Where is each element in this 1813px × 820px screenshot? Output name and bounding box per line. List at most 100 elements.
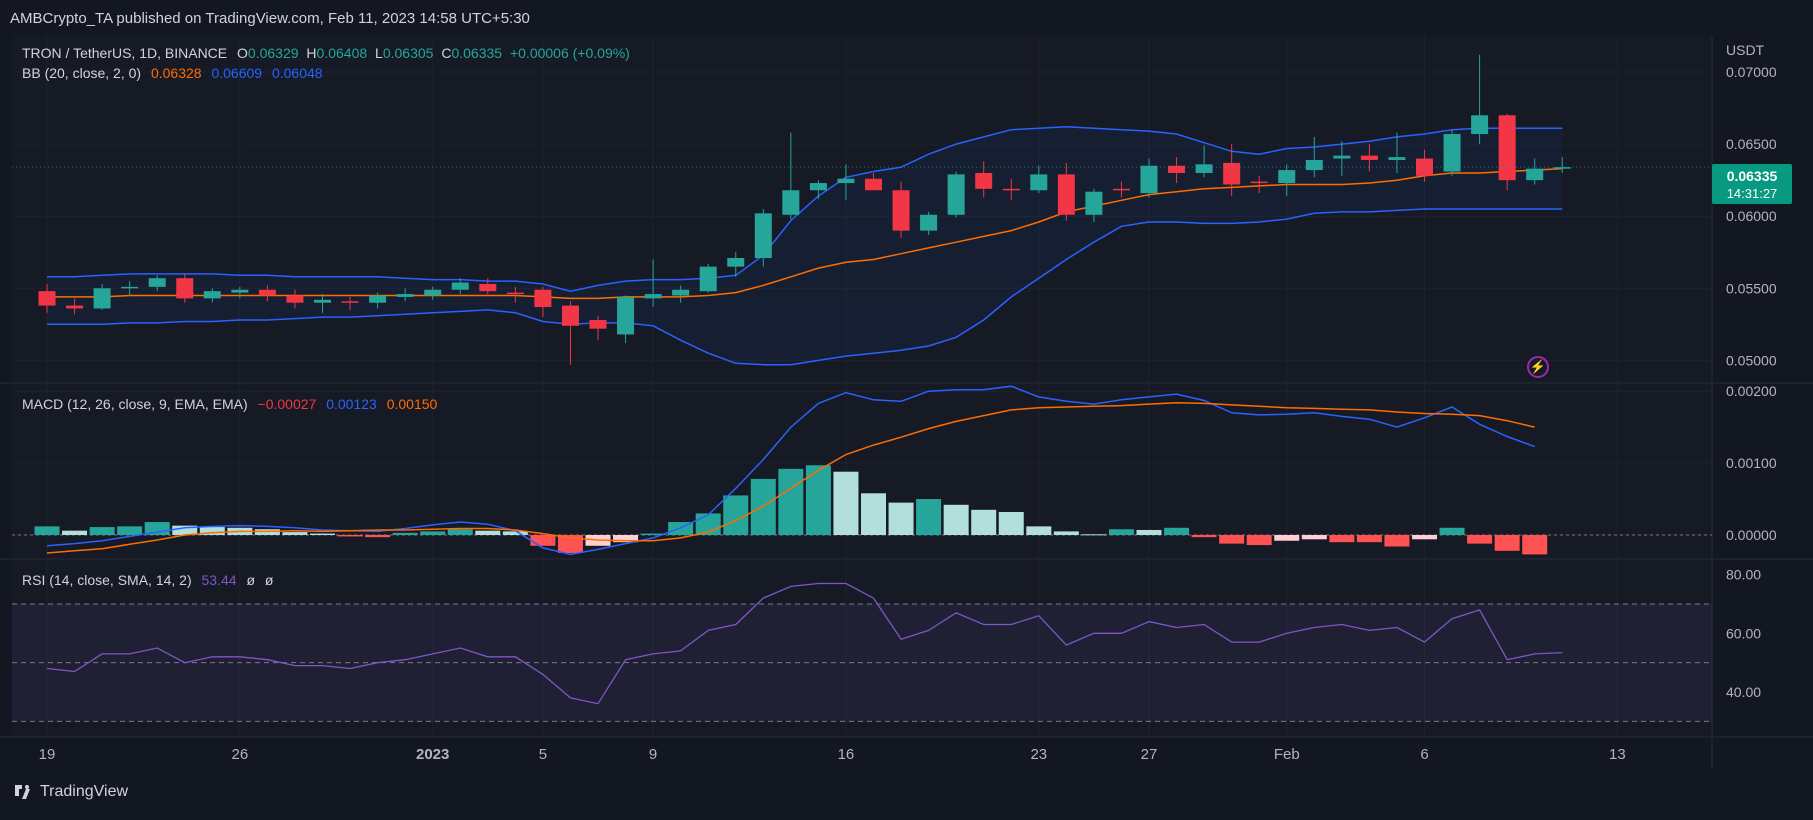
candle-body xyxy=(1195,164,1213,173)
rsi-line xyxy=(46,582,1563,705)
x-tick-label: 9 xyxy=(649,746,657,763)
macd-histogram-bar xyxy=(62,530,88,535)
lightning-icon[interactable]: ⚡ xyxy=(1527,356,1549,378)
macd-tick-label: 0.00200 xyxy=(1726,383,1777,399)
rsi-label: RSI (14, close, SMA, 14, 2) xyxy=(22,572,192,588)
candle-body xyxy=(93,288,111,309)
price-tick-label: 0.06000 xyxy=(1726,208,1777,224)
macd-histogram-bar xyxy=(337,534,363,537)
macd-histogram-bar xyxy=(888,502,914,535)
macd-legend[interactable]: MACD (12, 26, close, 9, EMA, EMA) −0.000… xyxy=(22,396,443,412)
macd-histogram-bar xyxy=(1053,531,1079,535)
candle-body xyxy=(1112,188,1130,191)
candle-body xyxy=(148,278,166,287)
candle-body xyxy=(699,266,717,292)
candle-body xyxy=(920,214,938,231)
candle-body xyxy=(617,296,635,335)
tradingview-footer[interactable]: TradingView xyxy=(12,783,128,801)
macd-histogram-bar xyxy=(778,468,804,535)
macd-histogram-bar xyxy=(805,465,831,535)
candle-body xyxy=(369,295,387,303)
macd-histogram-bar xyxy=(1301,534,1327,540)
macd-histogram-bar xyxy=(943,504,969,535)
macd-histogram-bar xyxy=(89,527,115,535)
price-tick-label: 0.05500 xyxy=(1726,280,1777,296)
rsi-tick-label: 60.00 xyxy=(1726,625,1761,641)
macd-histogram-bar xyxy=(1494,534,1520,551)
bb-upper-line xyxy=(47,126,1563,292)
candle-body xyxy=(782,190,800,215)
macd-histogram-bar xyxy=(365,534,391,538)
candle-body xyxy=(837,178,855,184)
macd-histogram-bar xyxy=(447,529,473,535)
macd-histogram-bar xyxy=(1108,529,1134,535)
macd-histogram-bar xyxy=(833,471,859,535)
symbol-name[interactable]: TRON / TetherUS, 1D, BINANCE xyxy=(22,45,228,61)
x-tick-label: 5 xyxy=(539,746,547,763)
candle-body xyxy=(865,178,882,191)
macd-histogram-bar xyxy=(998,511,1024,535)
low-value: 0.06305 xyxy=(382,45,434,61)
bb-legend[interactable]: BB (20, close, 2, 0) 0.06328 0.06609 0.0… xyxy=(22,65,329,81)
bb-upper-value: 0.06609 xyxy=(211,65,263,81)
candle-body xyxy=(1168,165,1186,173)
x-tick-label: 6 xyxy=(1420,746,1428,763)
macd-histogram-bar xyxy=(310,533,335,535)
macd-tick-label: 0.00000 xyxy=(1726,527,1777,543)
macd-histogram-bar xyxy=(971,509,997,535)
macd-histogram-bar xyxy=(420,531,446,535)
macd-histogram-bar xyxy=(613,534,639,543)
symbol-legend: TRON / TetherUS, 1D, BINANCE O0.06329 H0… xyxy=(22,45,642,61)
candle-body xyxy=(1057,174,1075,215)
rsi-value: 53.44 xyxy=(201,572,237,588)
rsi-tick-label: 80.00 xyxy=(1726,567,1761,583)
macd-line xyxy=(46,385,1535,556)
price-tick-label: 0.05000 xyxy=(1726,352,1777,368)
candle-body xyxy=(1498,115,1516,181)
bb-label: BB (20, close, 2, 0) xyxy=(22,65,142,81)
candle-body xyxy=(947,174,965,215)
rsi-extra-2: ø xyxy=(264,572,274,588)
candle-body xyxy=(231,289,249,293)
macd-histogram-bar xyxy=(117,526,143,535)
candle-body xyxy=(396,294,414,297)
candle-body xyxy=(176,278,194,299)
last-price-tag: 0.06335 14:31:27 xyxy=(1712,164,1792,204)
change-value: +0.00006 (+0.09%) xyxy=(509,45,630,61)
price-tick-label: 0.06500 xyxy=(1726,136,1777,152)
candle-body xyxy=(892,190,910,231)
candle-body xyxy=(1278,170,1296,184)
currency-label: USDT xyxy=(1726,42,1765,58)
macd-signal-value: 0.00150 xyxy=(386,396,438,412)
rsi-tick-label: 40.00 xyxy=(1726,684,1761,700)
candle-body xyxy=(1526,168,1544,181)
macd-histogram-bar xyxy=(1356,534,1382,543)
macd-histogram-bar xyxy=(34,526,60,535)
candle-body xyxy=(479,283,497,292)
macd-histogram-bar xyxy=(1081,534,1107,536)
macd-histogram-bar xyxy=(1522,534,1548,555)
macd-histogram-bar xyxy=(475,530,501,535)
x-tick-label: 2023 xyxy=(416,746,449,763)
candle-body xyxy=(1030,174,1048,191)
tradingview-logo-icon xyxy=(15,785,30,799)
macd-signal-line xyxy=(46,401,1535,554)
rsi-legend[interactable]: RSI (14, close, SMA, 14, 2) 53.44 ø ø xyxy=(22,572,279,588)
candle-body xyxy=(121,286,139,289)
candle-body xyxy=(1553,167,1571,169)
x-tick-label: 19 xyxy=(39,746,56,763)
candle-body xyxy=(975,172,993,189)
candle-body xyxy=(314,299,331,303)
candle-body xyxy=(451,282,469,290)
macd-histogram-bar xyxy=(1136,529,1162,535)
macd-histogram-bar xyxy=(1439,527,1465,535)
high-value: 0.06408 xyxy=(316,45,368,61)
candle-body xyxy=(1250,181,1268,184)
rsi-extra-1: ø xyxy=(246,572,256,588)
macd-line-value: 0.00123 xyxy=(326,396,377,412)
candle-body xyxy=(809,183,827,191)
x-tick-label: 26 xyxy=(232,746,249,763)
macd-histogram-bar xyxy=(1246,534,1272,546)
macd-histogram-bar xyxy=(1412,534,1437,540)
